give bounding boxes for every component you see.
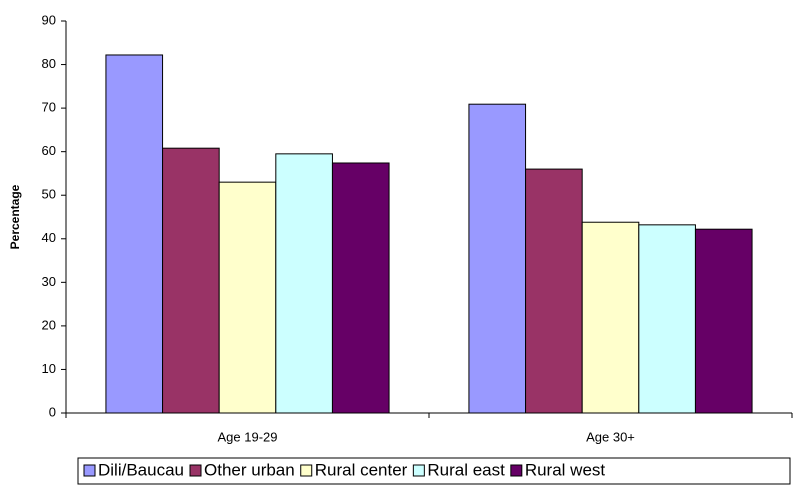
y-tick-label: 30 [42,274,56,289]
legend-label: Rural center [315,460,408,479]
legend-label: Dili/Baucau [98,460,184,479]
y-tick-label: 80 [42,56,56,71]
y-axis-label: Percentage [8,184,22,249]
bar [468,103,527,414]
legend-swatch [83,464,96,477]
x-tick-label: Age 19-29 [218,429,278,444]
y-tick-label: 20 [42,317,56,332]
bar [638,224,696,414]
legend-label: Other urban [204,460,295,479]
bar [694,228,753,414]
bar [581,221,640,414]
y-tick-label: 0 [49,404,56,419]
y-tick-label: 50 [42,187,56,202]
legend-swatch [300,464,313,477]
bar [162,147,220,414]
y-tick-label: 70 [42,100,56,115]
bar [105,54,164,414]
y-tick-label: 60 [42,143,56,158]
bar [331,162,390,414]
x-tick-label: Age 30+ [586,429,635,444]
legend-swatch [412,464,425,477]
y-tick-label: 90 [42,12,56,27]
bar [525,168,583,414]
legend-swatch [189,464,202,477]
legend-label: Rural west [525,460,606,479]
bar [218,181,277,414]
y-tick-label: 10 [42,361,56,376]
y-tick-label: 40 [42,230,56,245]
legend-label: Rural east [427,460,505,479]
legend-swatch [510,464,523,477]
bar [275,153,333,414]
